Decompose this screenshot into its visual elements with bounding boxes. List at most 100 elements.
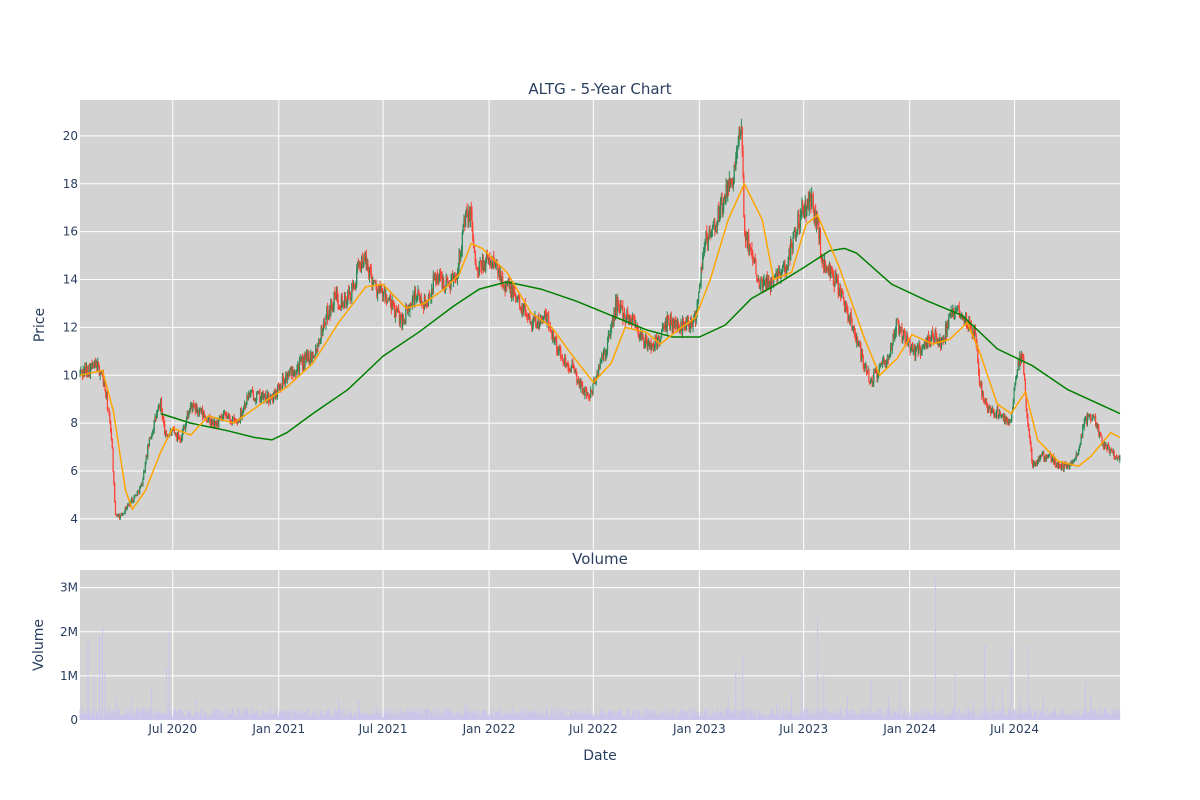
- candle-body: [925, 338, 927, 346]
- candle-body: [469, 210, 471, 221]
- candle-body: [772, 281, 774, 283]
- volume-bar: [307, 716, 309, 720]
- volume-bar: [564, 714, 566, 720]
- volume-bar: [499, 707, 501, 720]
- candle-body: [465, 209, 467, 215]
- volume-bar: [805, 707, 807, 720]
- volume-bar: [261, 710, 262, 720]
- candle-body: [974, 328, 976, 336]
- volume-bar: [1056, 717, 1058, 720]
- volume-bar: [979, 716, 981, 720]
- volume-bar: [861, 710, 863, 720]
- volume-bar: [141, 711, 143, 720]
- volume-bar: [255, 710, 257, 720]
- candle-body: [985, 401, 987, 404]
- candle-body: [125, 507, 127, 510]
- volume-bar: [111, 710, 112, 720]
- candle-body: [857, 337, 859, 346]
- candle-body: [600, 360, 602, 362]
- volume-bar: [561, 708, 563, 720]
- volume-bar: [990, 713, 992, 720]
- volume-bar: [803, 707, 805, 720]
- volume-spike-bar: [887, 697, 889, 720]
- volume-bar: [927, 714, 929, 720]
- candle-body: [264, 394, 267, 399]
- candle-body: [306, 353, 309, 358]
- volume-bar: [782, 709, 784, 720]
- candle-body: [225, 415, 227, 416]
- price-candles: [79, 118, 1121, 520]
- volume-bar: [520, 710, 521, 720]
- volume-spike-bar: [99, 636, 101, 720]
- candle-body: [588, 396, 590, 398]
- candle-body: [372, 282, 374, 286]
- volume-bar: [888, 709, 890, 720]
- candle-body: [98, 364, 100, 376]
- candle-body: [164, 423, 166, 435]
- volume-bar: [613, 710, 615, 720]
- candle-body: [906, 335, 908, 344]
- candle-body: [869, 380, 872, 383]
- volume-bar: [716, 708, 717, 720]
- candle-body: [139, 487, 141, 494]
- volume-bar: [933, 713, 934, 720]
- candle-body: [894, 333, 896, 340]
- volume-bar: [745, 709, 747, 720]
- ma-long-line: [160, 247, 1121, 441]
- volume-bar: [790, 710, 792, 720]
- candle-body: [1107, 445, 1110, 447]
- candle-body: [753, 257, 755, 261]
- candle-body: [187, 414, 189, 417]
- candle-body: [393, 305, 396, 317]
- volume-bar: [650, 707, 652, 720]
- volume-bar: [687, 716, 689, 720]
- volume-bar: [524, 715, 526, 720]
- volume-bar: [525, 708, 527, 720]
- candle-body: [364, 255, 367, 262]
- volume-bar: [288, 708, 290, 720]
- volume-bar: [512, 711, 514, 720]
- volume-bar: [529, 712, 531, 720]
- volume-bar: [682, 708, 684, 720]
- candle-body: [631, 319, 633, 325]
- price-y-tick-label: 6: [70, 464, 78, 478]
- candle-body: [575, 369, 577, 374]
- volume-bar: [616, 715, 618, 720]
- volume-bar: [691, 715, 692, 720]
- volume-bar: [129, 710, 131, 720]
- candle-body: [597, 371, 599, 373]
- volume-bar: [796, 713, 798, 720]
- candle-body: [327, 317, 330, 320]
- candle-body: [941, 338, 943, 339]
- volume-bar: [825, 707, 827, 720]
- candle-body: [880, 363, 882, 366]
- candle-body: [646, 340, 648, 347]
- volume-bar: [406, 711, 408, 720]
- volume-bar: [403, 712, 404, 720]
- volume-bar: [490, 714, 491, 720]
- volume-bar: [818, 713, 820, 720]
- volume-bar: [272, 714, 274, 720]
- candle-body: [507, 279, 509, 283]
- volume-bar: [928, 710, 929, 720]
- volume-bar: [369, 716, 371, 720]
- candle-body: [1062, 465, 1064, 470]
- candle-body: [345, 300, 347, 308]
- volume-bar: [986, 713, 988, 720]
- candle-body: [782, 265, 784, 267]
- volume-bar: [515, 712, 517, 720]
- candle-body: [973, 329, 975, 336]
- candle-body: [721, 199, 723, 210]
- volume-bar: [403, 713, 405, 720]
- volume-bar: [908, 712, 910, 720]
- volume-bar: [235, 716, 237, 720]
- volume-bar: [118, 708, 120, 720]
- candle-body: [208, 416, 210, 418]
- candle-body: [364, 256, 366, 262]
- volume-bar: [605, 712, 607, 720]
- candle-body: [1072, 460, 1074, 464]
- candle-body: [900, 327, 902, 331]
- candle-body: [256, 392, 259, 394]
- candle-body: [733, 165, 735, 183]
- volume-bar: [434, 717, 436, 720]
